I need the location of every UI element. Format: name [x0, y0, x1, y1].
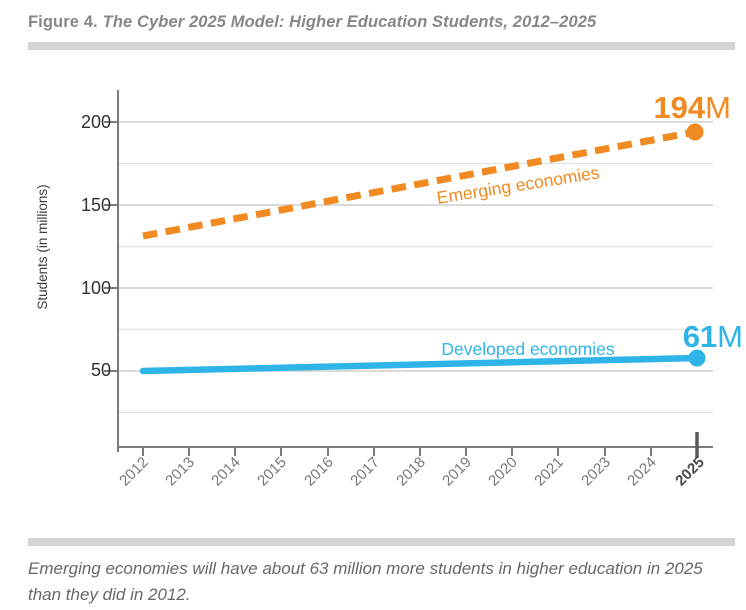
x-tick-label-2017: 2017 [347, 454, 383, 490]
developed-end-value-number: 61 [683, 319, 717, 354]
x-tick-label-2016: 2016 [301, 454, 337, 490]
x-tick-label-2015: 2015 [254, 454, 290, 490]
top-divider-rule [28, 42, 735, 50]
bottom-divider-rule [28, 538, 735, 546]
x-tick-label-2021: 2021 [531, 454, 567, 490]
y-axis-title: Students (in millions) [35, 184, 50, 309]
emerging-end-value-number: 194 [653, 90, 705, 125]
y-tick-label-150: 150 [81, 195, 111, 215]
x-tick-label-2019: 2019 [439, 454, 475, 490]
emerging-end-value-label: 194M [653, 90, 731, 125]
emerging-economies-label: Emerging economies [435, 162, 601, 208]
y-tick-marks [104, 121, 118, 372]
x-tick-labels: 2012 2013 2014 2015 2016 2017 2018 2019 … [116, 454, 708, 490]
x-tick-label-2020: 2020 [485, 454, 521, 490]
developed-end-value-label: 61M [683, 319, 743, 354]
x-tick-label-2023: 2023 [578, 454, 614, 490]
y-tick-label-100: 100 [81, 278, 111, 298]
developed-economies-line [139, 354, 701, 375]
y-tick-labels: 200 150 100 50 [81, 112, 111, 380]
developed-economies-endpoint [688, 349, 706, 367]
line-chart: Emerging economies Developed economies 1… [35, 90, 743, 490]
x-tick-label-2013: 2013 [162, 454, 198, 490]
x-tick-label-2014: 2014 [208, 454, 244, 490]
emerging-end-value-suffix: M [705, 90, 731, 125]
developed-end-value-suffix: M [717, 319, 743, 354]
developed-economies-label: Developed economies [441, 339, 614, 359]
figure-caption: Emerging economies will have about 63 mi… [28, 559, 703, 605]
figure-label: Figure 4. [28, 13, 98, 31]
y-tick-label-50: 50 [91, 360, 111, 380]
x-tick-label-2025: 2025 [672, 454, 708, 490]
x-tick-marks [142, 432, 699, 458]
emerging-economies-line [142, 128, 696, 240]
x-tick-label-2024: 2024 [624, 454, 660, 490]
x-tick-label-2012: 2012 [116, 454, 152, 490]
x-tick-label-2018: 2018 [393, 454, 429, 490]
y-tick-label-200: 200 [81, 112, 111, 132]
figure-title-text: The Cyber 2025 Model: Higher Education S… [102, 13, 597, 31]
figure-title: Figure 4. The Cyber 2025 Model: Higher Ed… [28, 13, 596, 32]
emerging-economies-endpoint [686, 123, 704, 141]
